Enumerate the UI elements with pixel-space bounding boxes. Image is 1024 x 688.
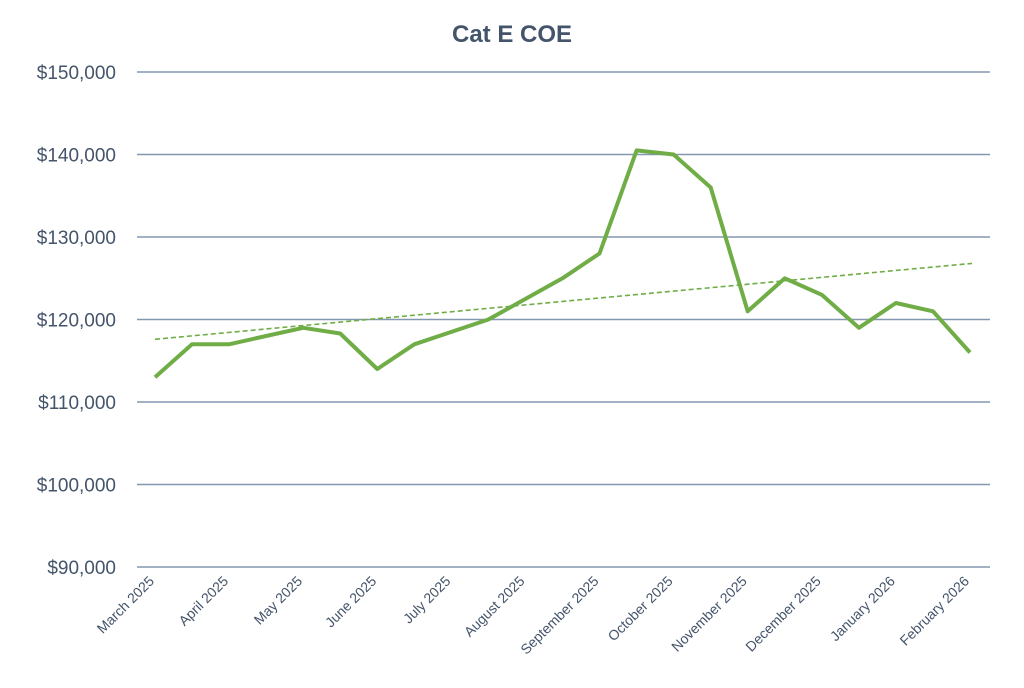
x-tick-label: August 2025 [461, 573, 528, 640]
x-tick-label: April 2025 [175, 573, 231, 629]
y-tick-label: $120,000 [37, 311, 116, 332]
x-tick-label: February 2026 [896, 573, 972, 649]
x-axis-labels: March 2025 April 2025 May 2025 June 2025 Jul… [94, 573, 973, 658]
y-tick-label: $90,000 [47, 558, 116, 579]
x-tick-label: October 2025 [604, 573, 675, 644]
y-axis-labels: $90,000 $100,000 $110,000 $120,000 $130,000 $… [37, 63, 116, 579]
y-tick-label: $110,000 [38, 393, 116, 414]
x-tick-label: January 2026 [827, 573, 898, 644]
y-tick-label: $130,000 [37, 228, 116, 249]
x-tick-label: May 2025 [251, 573, 306, 628]
x-tick-label: November 2025 [668, 573, 750, 655]
series-lines [155, 150, 972, 377]
trendline [155, 263, 972, 339]
gridlines [137, 72, 990, 567]
y-tick-label: $140,000 [37, 146, 116, 167]
y-tick-label: $100,000 [37, 476, 116, 497]
x-tick-label: December 2025 [742, 573, 824, 655]
series-line-cat-e-coe [155, 150, 970, 377]
x-tick-label: July 2025 [400, 573, 454, 627]
x-tick-label: June 2025 [322, 573, 380, 631]
chart-title: Cat E COE [452, 21, 572, 48]
x-tick-label: September 2025 [517, 573, 602, 658]
y-tick-label: $150,000 [37, 63, 116, 84]
x-tick-label: March 2025 [94, 573, 158, 637]
